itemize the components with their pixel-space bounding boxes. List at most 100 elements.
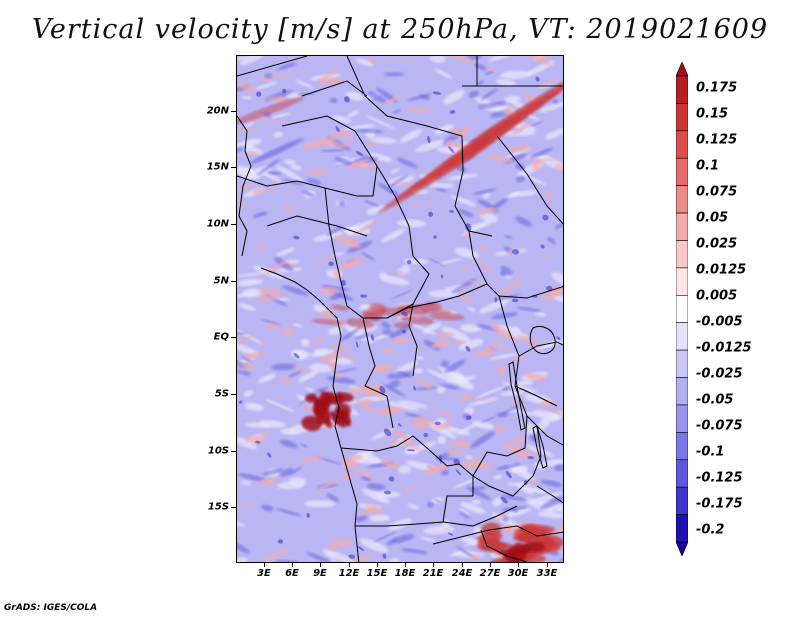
lon-label-33e: 33E <box>536 568 558 579</box>
field-cell <box>330 305 350 311</box>
lon-tick <box>377 563 378 567</box>
field-cell <box>427 135 431 144</box>
field-cell <box>366 141 376 147</box>
field-cell <box>328 261 334 267</box>
field-cell <box>323 393 334 405</box>
field-cell <box>470 553 482 560</box>
colorbar-segment <box>676 294 688 324</box>
colorbar-segment <box>676 459 688 488</box>
field-cell <box>381 321 391 329</box>
field-cell <box>405 107 430 114</box>
field-cell <box>466 486 492 501</box>
field-cell <box>472 188 497 195</box>
field-cell <box>301 415 322 432</box>
field-cell <box>470 397 490 401</box>
field-cell <box>428 290 459 298</box>
field-cell <box>306 336 328 347</box>
field-cell <box>237 96 305 126</box>
field-cell <box>276 508 302 517</box>
field-cell <box>344 96 350 103</box>
field-cell <box>519 524 556 534</box>
field-cell <box>357 546 365 551</box>
field-cell <box>358 304 370 311</box>
field-cell <box>450 341 467 345</box>
field-cell <box>355 341 359 348</box>
field-cell <box>522 486 551 494</box>
field-cell <box>258 373 276 383</box>
field-cell <box>426 501 434 508</box>
field-cell <box>334 156 354 166</box>
field-cell <box>243 390 253 397</box>
field-cell <box>273 131 283 138</box>
colorbar-segment <box>676 349 688 378</box>
field-cell <box>397 465 412 474</box>
field-cell <box>487 155 514 163</box>
field-cell <box>237 540 250 554</box>
field-cell <box>354 468 376 479</box>
field-cell <box>401 482 423 494</box>
field-cell <box>241 95 253 100</box>
field-cell <box>355 399 377 414</box>
field-cell <box>406 449 416 452</box>
field-cell <box>495 513 507 522</box>
lake-tanganyika <box>508 361 526 431</box>
colorbar-label: 0.005 <box>696 288 738 304</box>
field-cell <box>341 279 346 286</box>
field-cell <box>489 353 518 360</box>
field-cell <box>237 557 248 562</box>
field-cell <box>275 165 303 182</box>
field-cell <box>261 504 274 512</box>
field-cell <box>396 270 404 277</box>
lon-label-18e: 18E <box>394 568 416 579</box>
field-cell <box>237 272 263 277</box>
colorbar-label: -0.125 <box>696 470 743 486</box>
field-cell <box>362 488 391 504</box>
field-cell <box>478 245 488 252</box>
field-cell <box>302 190 314 197</box>
field-cell <box>476 207 499 214</box>
field-cell <box>327 559 337 562</box>
field-cell <box>472 259 495 273</box>
field-cell <box>451 278 477 294</box>
field-cell <box>381 227 406 243</box>
field-cell <box>460 393 471 402</box>
field-cell <box>513 399 525 408</box>
field-cell <box>438 367 462 379</box>
field-cell <box>473 66 563 142</box>
lon-tick <box>349 563 350 567</box>
field-cell <box>320 287 339 295</box>
field-cell <box>277 62 297 70</box>
field-cell <box>458 510 471 519</box>
field-cell <box>500 496 508 504</box>
field-cell <box>338 200 346 207</box>
field-cell <box>257 552 279 562</box>
field-cell <box>354 128 384 134</box>
field-cell <box>499 270 507 278</box>
field-cell <box>471 486 487 491</box>
field-cell <box>431 408 454 418</box>
lat-label-15s: 15S <box>207 501 229 513</box>
field-cell <box>240 480 252 486</box>
field-cell <box>467 56 482 60</box>
field-cell <box>382 329 395 337</box>
field-cell <box>382 383 407 397</box>
field-cell <box>529 491 563 504</box>
field-cell <box>515 216 533 227</box>
field-cell <box>511 249 520 255</box>
field-cell <box>275 247 295 257</box>
field-cell <box>494 297 498 303</box>
lon-label-9e: 9E <box>313 568 327 579</box>
field-cell <box>388 476 395 482</box>
field-cell <box>237 359 248 369</box>
field-cell <box>500 265 513 275</box>
field-cell <box>255 82 278 90</box>
field-cell <box>407 503 420 510</box>
field-cell <box>237 500 255 513</box>
lake-malawi <box>532 425 548 469</box>
colorbar-label: -0.075 <box>696 418 743 434</box>
field-cell <box>480 416 497 423</box>
field-cell <box>419 94 431 100</box>
field-cell <box>445 139 454 146</box>
field-cell <box>339 326 361 342</box>
field-cell <box>467 397 499 407</box>
